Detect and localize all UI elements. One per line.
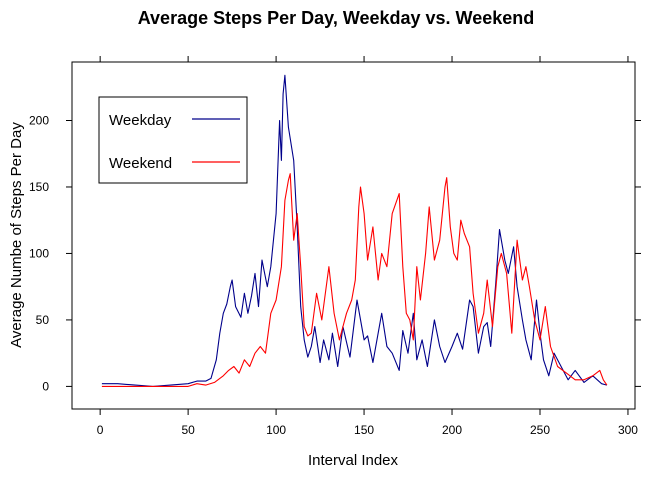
x-tick-label: 50 <box>181 423 195 437</box>
series-lines <box>101 74 608 387</box>
x-axis-label: Interval Index <box>308 452 399 469</box>
chart-title: Average Steps Per Day, Weekday vs. Weeke… <box>138 8 535 28</box>
x-tick-label: 150 <box>354 423 374 437</box>
legend-label-weekday: Weekday <box>109 112 172 129</box>
y-axis: 0 50 100 150 200 <box>29 113 641 393</box>
y-axis-label: Average Numbe of Steps Per Day <box>8 122 25 348</box>
x-tick-label: 100 <box>266 423 286 437</box>
y-tick-label: 50 <box>36 313 50 327</box>
x-tick-label: 250 <box>530 423 550 437</box>
legend-label-weekend: Weekend <box>109 155 172 172</box>
x-tick-label: 200 <box>442 423 462 437</box>
series-line-weekday <box>101 74 608 387</box>
y-tick-label: 100 <box>29 246 49 260</box>
x-tick-label: 0 <box>97 423 104 437</box>
y-tick-label: 0 <box>42 379 49 393</box>
x-axis: 0 50 100 150 200 250 300 <box>97 56 638 437</box>
y-tick-label: 150 <box>29 180 49 194</box>
plot-border <box>71 61 636 410</box>
plot-frame <box>71 61 636 410</box>
x-tick-label: 300 <box>618 423 638 437</box>
legend: Weekday Weekend <box>98 96 248 184</box>
legend-box <box>98 96 248 184</box>
series-line-weekend <box>101 173 608 387</box>
y-tick-label: 200 <box>29 113 49 127</box>
